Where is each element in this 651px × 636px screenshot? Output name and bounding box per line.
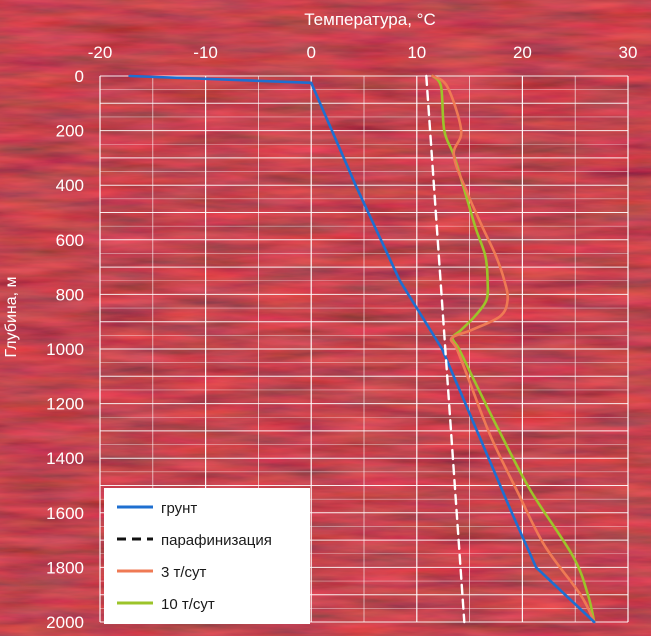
series-line-1	[128, 74, 596, 624]
y-tick-label: 2000	[46, 613, 84, 632]
legend-label: парафинизация	[161, 532, 272, 549]
x-tick-labels: -20 -10 0 10 20 30	[88, 43, 638, 62]
series-line-2	[425, 74, 466, 624]
legend-label: 3 т/сут	[161, 564, 207, 581]
legend-label: 10 т/сут	[161, 596, 215, 613]
x-tick-label: 30	[619, 43, 638, 62]
y-axis-title: Глубина, м	[3, 276, 20, 357]
x-tick-label: 0	[306, 43, 315, 62]
series-lines	[128, 74, 596, 624]
y-tick-label: 800	[56, 285, 84, 304]
x-tick-label: 20	[513, 43, 532, 62]
y-tick-label: 0	[75, 67, 84, 86]
x-tick-label: -20	[88, 43, 113, 62]
grid	[99, 75, 629, 623]
x-tick-label: 10	[407, 43, 426, 62]
y-tick-label: 1000	[46, 340, 84, 359]
legend: грунт парафинизация 3 т/сут 10 т/сут	[104, 488, 310, 624]
y-tick-labels: 0 200 400 600 800 1000 1200 1400 1600 1800 2000	[46, 67, 84, 632]
y-tick-label: 600	[56, 231, 84, 250]
y-tick-label: 1200	[46, 395, 84, 414]
y-tick-label: 200	[56, 122, 84, 141]
y-tick-label: 400	[56, 176, 84, 195]
y-tick-label: 1400	[46, 449, 84, 468]
x-tick-label: -10	[193, 43, 218, 62]
x-axis-title: Температура, °С	[304, 10, 435, 29]
legend-box	[104, 488, 310, 624]
series-line-3	[431, 74, 596, 624]
legend-label: грунт	[161, 500, 197, 517]
y-tick-label: 1600	[46, 504, 84, 523]
y-tick-label: 1800	[46, 558, 84, 577]
